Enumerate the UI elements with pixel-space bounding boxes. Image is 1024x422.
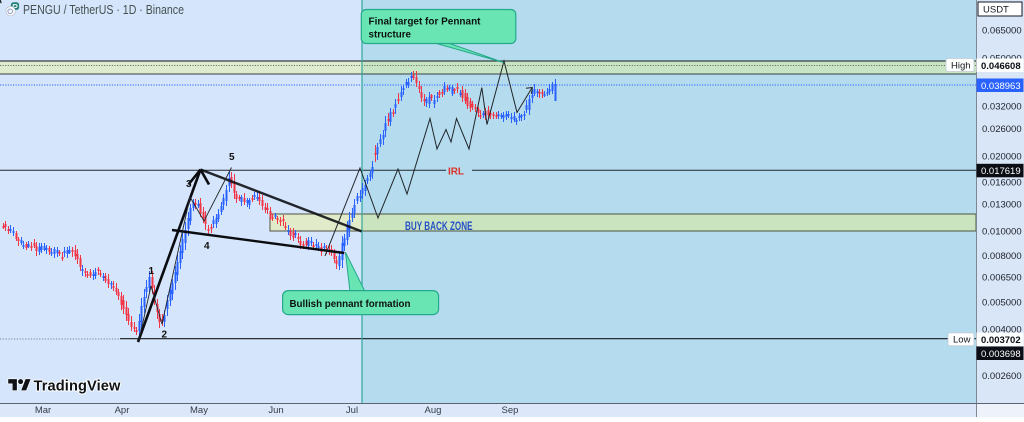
svg-text:PENGU / TetherUS · 1D · Binanc: PENGU / TetherUS · 1D · Binance bbox=[23, 2, 184, 17]
svg-text:Jun: Jun bbox=[268, 405, 283, 416]
svg-text:0.065000: 0.065000 bbox=[982, 25, 1022, 36]
svg-text:IRL: IRL bbox=[448, 165, 465, 177]
svg-text:USDT: USDT bbox=[983, 5, 1009, 16]
svg-text:0.017619: 0.017619 bbox=[981, 166, 1021, 177]
svg-text:Aug: Aug bbox=[425, 405, 442, 416]
svg-text:May: May bbox=[190, 405, 208, 416]
svg-text:Sep: Sep bbox=[502, 405, 519, 416]
svg-text:1: 1 bbox=[149, 266, 155, 277]
svg-text:2: 2 bbox=[162, 330, 168, 341]
svg-text:Apr: Apr bbox=[115, 405, 130, 416]
svg-text:0.046608: 0.046608 bbox=[981, 61, 1021, 72]
svg-text:0.010000: 0.010000 bbox=[982, 226, 1022, 237]
svg-text:BUY BACK ZONE: BUY BACK ZONE bbox=[405, 219, 473, 233]
svg-text:Jul: Jul bbox=[346, 405, 358, 416]
svg-text:0.026000: 0.026000 bbox=[982, 124, 1022, 135]
svg-text:0.002600: 0.002600 bbox=[982, 371, 1022, 382]
svg-text:Low: Low bbox=[953, 335, 971, 346]
svg-text:0.003702: 0.003702 bbox=[981, 335, 1021, 346]
svg-text:3: 3 bbox=[186, 179, 192, 190]
svg-text:0.005000: 0.005000 bbox=[982, 297, 1022, 308]
svg-text:0.013000: 0.013000 bbox=[982, 199, 1022, 210]
svg-text:0.008000: 0.008000 bbox=[982, 251, 1022, 262]
svg-text:High: High bbox=[951, 60, 971, 71]
svg-text:0.020000: 0.020000 bbox=[982, 151, 1022, 162]
svg-text:Bullish pennant formation: Bullish pennant formation bbox=[290, 298, 411, 310]
svg-text:structure: structure bbox=[369, 29, 412, 41]
svg-text:5: 5 bbox=[229, 152, 235, 163]
svg-text:4: 4 bbox=[204, 241, 210, 252]
svg-text:0.004000: 0.004000 bbox=[982, 324, 1022, 335]
svg-text:TradingView: TradingView bbox=[34, 378, 121, 395]
svg-text:Mar: Mar bbox=[35, 405, 51, 416]
svg-text:0.003698: 0.003698 bbox=[981, 349, 1021, 360]
svg-text:0.006500: 0.006500 bbox=[982, 272, 1022, 283]
svg-text:0.016000: 0.016000 bbox=[982, 177, 1022, 188]
svg-text:Final target for Pennant: Final target for Pennant bbox=[369, 16, 481, 28]
svg-text:0.032000: 0.032000 bbox=[982, 101, 1022, 112]
svg-text:0.038963: 0.038963 bbox=[981, 81, 1021, 92]
